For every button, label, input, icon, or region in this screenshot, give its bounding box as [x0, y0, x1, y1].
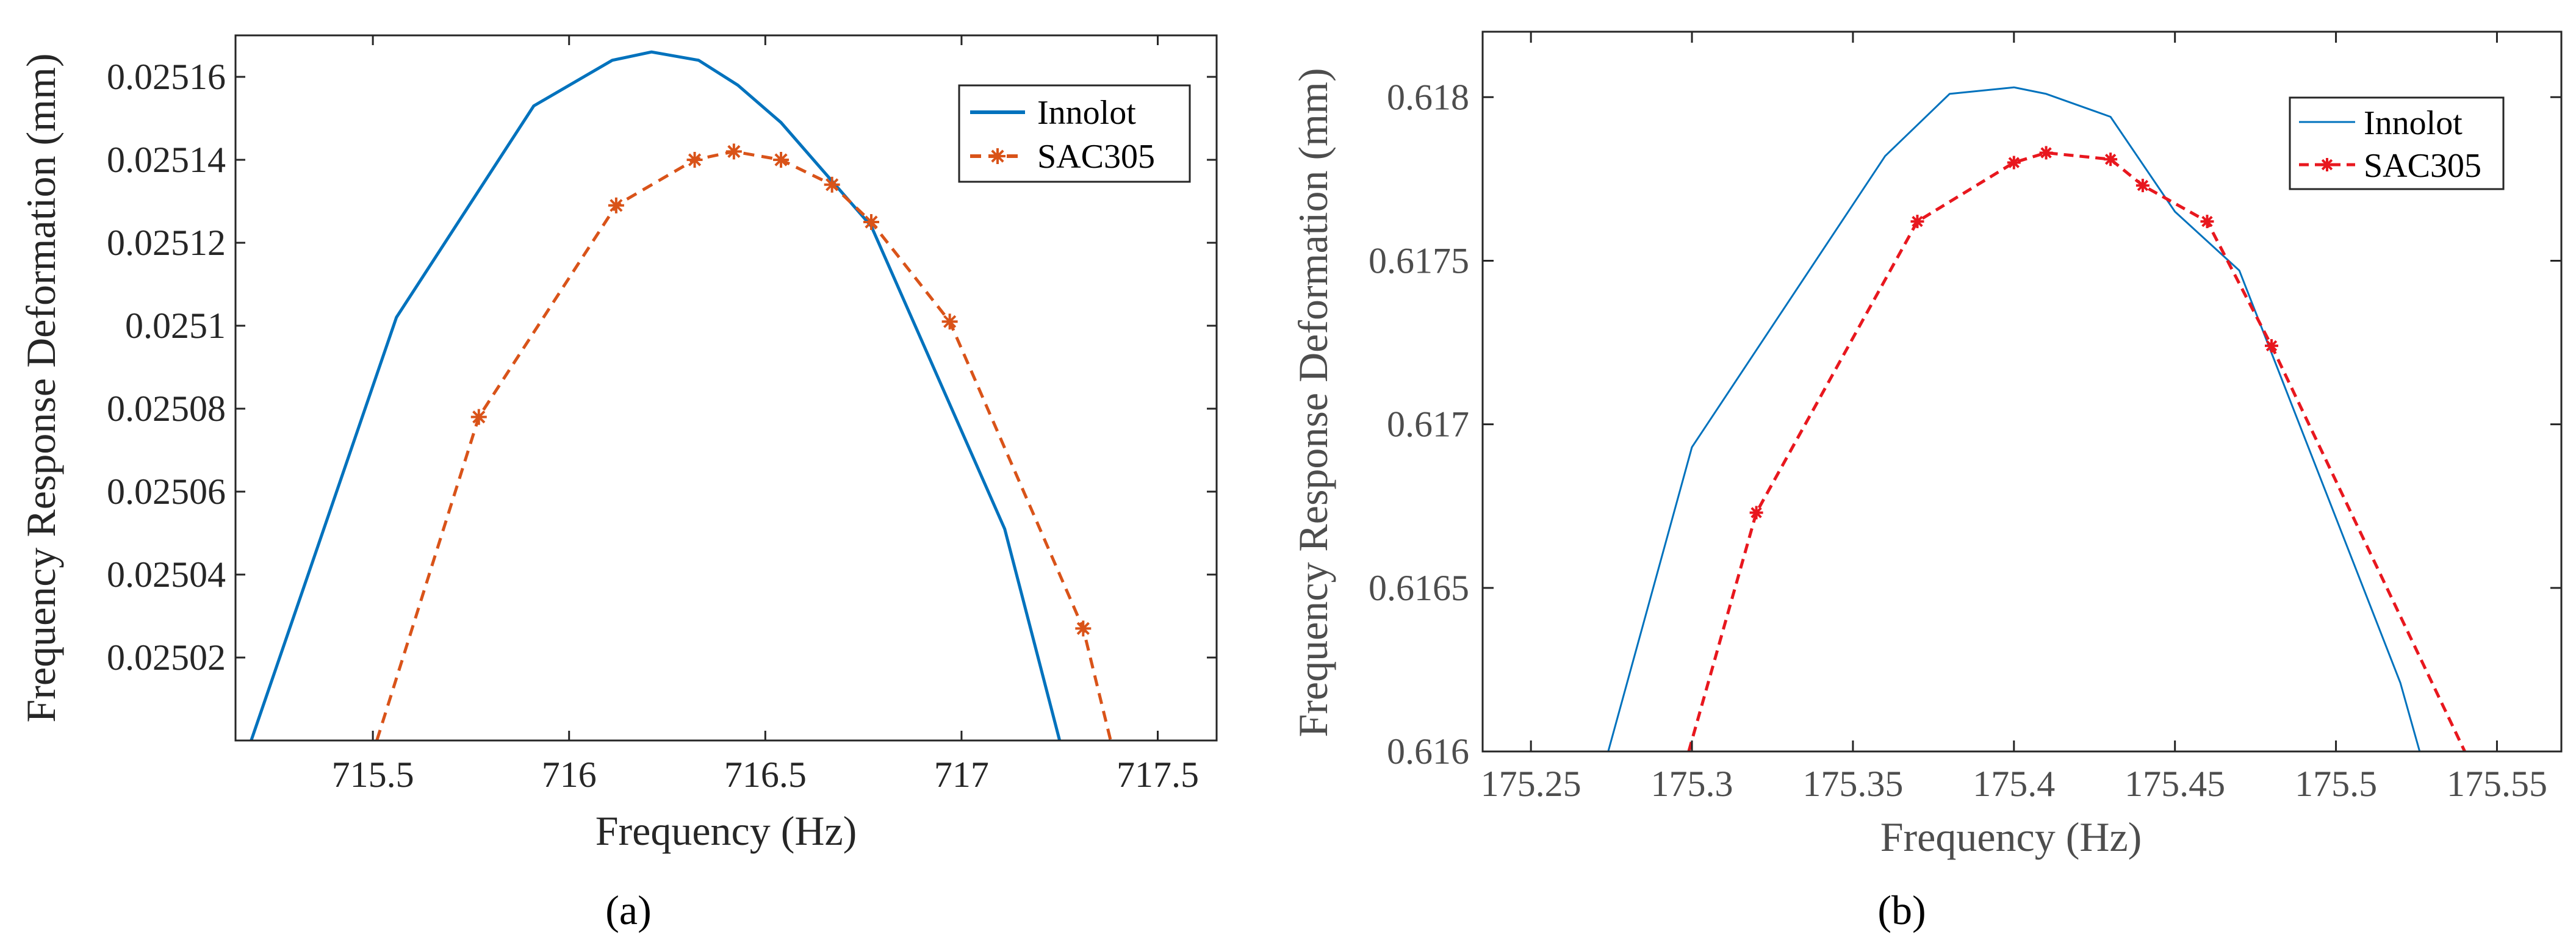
chart-b-legend-asterisk — [2320, 158, 2334, 171]
chart-a-series-innolot-line — [250, 50, 1062, 740]
chart-a-x-tick-label: 717.5 — [1117, 755, 1199, 795]
chart-b-plot-area — [1607, 86, 2466, 751]
chart-b-x-tick-label: 175.35 — [1802, 764, 1903, 804]
chart-a-series-sac305-point — [941, 314, 958, 330]
chart-b-series-innolot-line — [1607, 86, 2421, 751]
chart-a-series-sac305-point — [608, 197, 624, 213]
chart-b-series-sac305-point — [2007, 156, 2021, 170]
chart-b-ticks: 175.25 175.3 175.35 175.4 175.45 175.5 175.55 0… — [1369, 32, 2561, 804]
chart-a-series-sac305-line — [375, 149, 1112, 740]
chart-b-series-sac305-point — [2039, 146, 2053, 160]
chart-a-y-tick-label: 0.0251 — [125, 306, 226, 346]
chart-a-y-tick-label: 0.02514 — [107, 140, 226, 180]
chart-a-panel-label: (a) — [605, 887, 651, 933]
chart-a-x-tick-label: 717 — [934, 755, 989, 795]
chart-b-legend: Innolot SAC305 — [2289, 96, 2505, 190]
chart-b-y-tick-label: 0.6165 — [1369, 568, 1469, 608]
chart-a-series-sac305-point — [1075, 620, 1092, 637]
chart-b-x-tick-label: 175.4 — [1973, 764, 2055, 804]
chart-a-series-sac305-point — [470, 409, 487, 425]
chart-b-axes-box — [1481, 30, 2563, 753]
chart-a-legend-innolot-label: Innolot — [1037, 94, 1136, 132]
chart-a-legend-sac305-label: SAC305 — [1037, 138, 1155, 176]
chart-b-series-sac305-point — [1749, 506, 1763, 520]
chart-a-y-tick-label: 0.02506 — [107, 472, 226, 512]
chart-a-legend-box — [958, 84, 1191, 183]
chart-a-y-tick-label: 0.02504 — [107, 554, 226, 595]
chart-b-x-tick-label: 175.5 — [2295, 764, 2377, 804]
chart-b-series-sac305-point — [2200, 215, 2214, 229]
chart-b-panel-label: (b) — [1877, 887, 1926, 933]
chart-b-y-tick-label: 0.6175 — [1369, 240, 1469, 281]
chart-a-ticks: 715.5 716 716.5 717 717.5 0.02502 0.02504 0.025… — [107, 35, 1217, 795]
chart-b-x-tick-label: 175.55 — [2447, 764, 2547, 804]
chart-panel-b: 175.25 175.3 175.35 175.4 175.45 175.5 175.55 0… — [1290, 30, 2563, 933]
chart-a-legend-asterisk — [990, 148, 1006, 164]
chart-b-legend-box — [2289, 96, 2505, 190]
chart-a-series-sac305-point — [725, 143, 742, 160]
chart-a-x-tick-label: 715.5 — [332, 755, 414, 795]
chart-b-y-tick-label: 0.617 — [1387, 404, 1469, 445]
chart-b-x-tick-label: 175.25 — [1481, 764, 1581, 804]
chart-b-series-sac305-point — [1910, 215, 1924, 229]
chart-b-x-axis-label: Frequency (Hz) — [1880, 814, 2142, 860]
chart-a-series-sac305-point — [863, 214, 879, 230]
chart-b-series-sac305-point — [2265, 339, 2279, 353]
chart-b-legend-innolot-label: Innolot — [2364, 104, 2463, 142]
chart-b-y-axis-label: Frequency Response Deformation (mm) — [1290, 68, 1336, 737]
chart-a-x-tick-label: 716 — [542, 755, 597, 795]
chart-a-plot-area — [250, 50, 1112, 740]
chart-panel-a: 715.5 716 716.5 717 717.5 0.02502 0.02504 0.025… — [18, 34, 1218, 933]
chart-b-x-tick-label: 175.3 — [1651, 764, 1733, 804]
chart-b-y-tick-label: 0.618 — [1387, 77, 1469, 117]
chart-a-y-tick-label: 0.02516 — [107, 57, 226, 97]
chart-a-series-sac305-point — [824, 176, 840, 193]
chart-b-series-sac305-line — [1687, 151, 2466, 751]
chart-a-x-tick-label: 716.5 — [724, 755, 807, 795]
chart-a-legend-sac305-marker — [990, 148, 1006, 164]
chart-a-axes-box — [234, 34, 1218, 742]
chart-a-y-tick-label: 0.02512 — [107, 223, 226, 263]
chart-a-y-tick-label: 0.02508 — [107, 389, 226, 429]
chart-a-x-axis-label: Frequency (Hz) — [595, 808, 857, 854]
chart-a-y-tick-label: 0.02502 — [107, 637, 226, 678]
chart-a-series-sac305-point — [773, 152, 790, 168]
chart-a-series-sac305-point — [686, 152, 703, 168]
chart-b-legend-sac305-marker — [2320, 158, 2334, 171]
chart-a-legend: Innolot SAC305 — [958, 84, 1191, 183]
chart-a-y-axis-label: Frequency Response Deformation (mm) — [18, 53, 64, 722]
chart-b-x-tick-label: 175.45 — [2124, 764, 2225, 804]
chart-b-y-tick-label: 0.616 — [1387, 731, 1469, 772]
chart-b-series-sac305-point — [2135, 179, 2150, 193]
chart-b-series-sac305-point — [2104, 152, 2118, 167]
chart-b-legend-sac305-label: SAC305 — [2364, 147, 2481, 185]
